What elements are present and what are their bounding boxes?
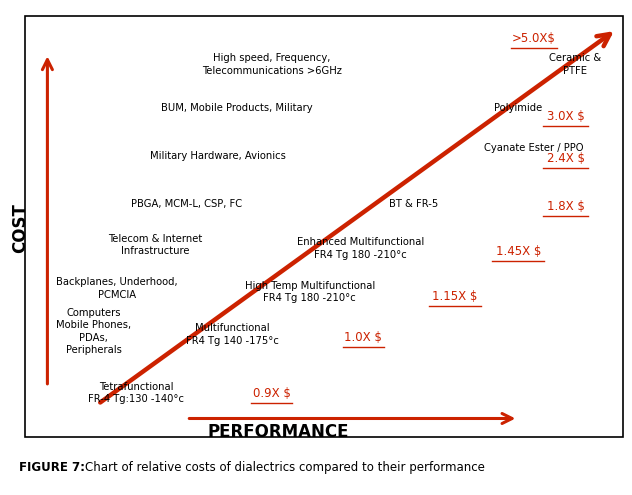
Text: 1.45X $: 1.45X $ [495, 245, 541, 258]
Text: Computers
Mobile Phones,
PDAs,
Peripherals: Computers Mobile Phones, PDAs, Periphera… [56, 308, 131, 355]
Text: PBGA, MCM-L, CSP, FC: PBGA, MCM-L, CSP, FC [131, 198, 242, 209]
Text: COST: COST [11, 203, 29, 252]
Text: High Temp Multifunctional
FR4 Tg 180 -210°c: High Temp Multifunctional FR4 Tg 180 -21… [245, 281, 375, 303]
Text: High speed, Frequency,
Telecommunications >6GHz: High speed, Frequency, Telecommunication… [202, 53, 342, 76]
Text: Polyimide: Polyimide [494, 103, 542, 113]
Text: Cyanate Ester / PPO: Cyanate Ester / PPO [484, 143, 584, 153]
Text: BUM, Mobile Products, Military: BUM, Mobile Products, Military [161, 103, 313, 113]
Text: PERFORMANCE: PERFORMANCE [207, 423, 349, 442]
Text: 3.0X $: 3.0X $ [547, 110, 585, 123]
Text: Backplanes, Underhood,
PCMCIA: Backplanes, Underhood, PCMCIA [56, 278, 178, 300]
Text: FIGURE 7:: FIGURE 7: [19, 461, 85, 474]
Text: BT & FR-5: BT & FR-5 [389, 198, 439, 209]
Text: 1.15X $: 1.15X $ [432, 290, 478, 303]
Text: 0.9X $: 0.9X $ [253, 387, 291, 400]
Text: >5.0X$: >5.0X$ [512, 32, 556, 45]
Text: Multifunctional
FR4 Tg 140 -175°c: Multifunctional FR4 Tg 140 -175°c [186, 323, 279, 346]
Text: Military Hardware, Avionics: Military Hardware, Avionics [150, 151, 286, 161]
Text: Enhanced Multifunctional
FR4 Tg 180 -210°c: Enhanced Multifunctional FR4 Tg 180 -210… [296, 238, 424, 260]
Text: 1.8X $: 1.8X $ [547, 200, 585, 213]
Text: 2.4X $: 2.4X $ [547, 151, 585, 164]
Text: Telecom & Internet
Infrastructure: Telecom & Internet Infrastructure [107, 234, 202, 256]
Text: Tetrafunctional
FR-4 Tg:130 -140°c: Tetrafunctional FR-4 Tg:130 -140°c [88, 382, 184, 404]
Text: 1.0X $: 1.0X $ [344, 331, 382, 344]
Text: Ceramic &
PTFE: Ceramic & PTFE [549, 53, 601, 76]
Text: Chart of relative costs of dialectrics compared to their performance: Chart of relative costs of dialectrics c… [85, 461, 485, 474]
